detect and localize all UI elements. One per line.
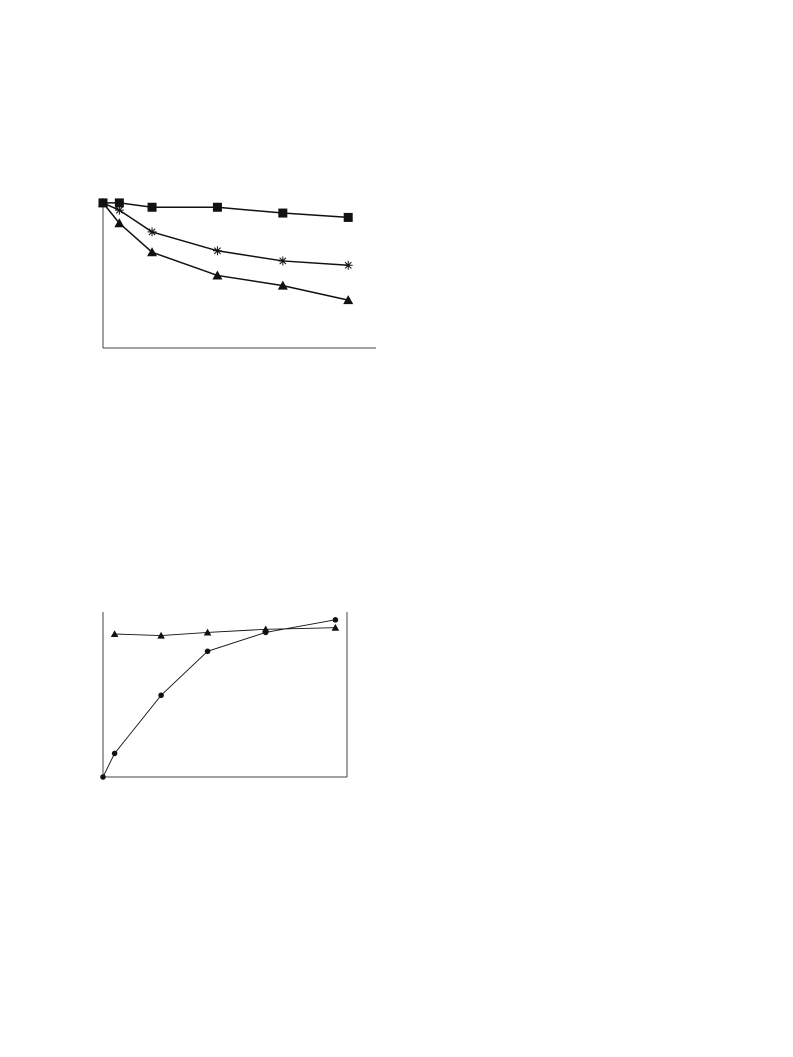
marker-triangle (147, 247, 158, 257)
series-line (102, 202, 349, 267)
marker-square (114, 198, 124, 208)
marker-triangle (261, 625, 270, 633)
series-line (114, 627, 336, 637)
series-line (103, 202, 349, 219)
marker-triangle (343, 295, 354, 305)
marker-square (343, 212, 353, 222)
marker-triangle (212, 270, 223, 280)
marker-circle (332, 617, 339, 623)
marker-star (278, 256, 288, 266)
marker-star (114, 205, 124, 215)
marker-triangle (157, 631, 165, 639)
marker-star (147, 227, 157, 237)
marker-triangle (277, 280, 288, 290)
series-line (102, 202, 349, 301)
marker-triangle (98, 197, 108, 207)
marker-triangle (114, 218, 125, 228)
marker-square (212, 202, 222, 212)
marker-triangle (331, 623, 340, 631)
series-line (102, 619, 336, 778)
marker-triangle (110, 630, 119, 638)
marker-square (147, 202, 157, 212)
marker-circle (111, 750, 118, 757)
marker-star (212, 246, 222, 256)
marker-square (278, 208, 288, 218)
marker-circle (100, 774, 106, 780)
marker-star (343, 260, 353, 270)
marker-circle (204, 648, 211, 655)
marker-circle (158, 692, 164, 699)
marker-triangle (203, 628, 212, 636)
